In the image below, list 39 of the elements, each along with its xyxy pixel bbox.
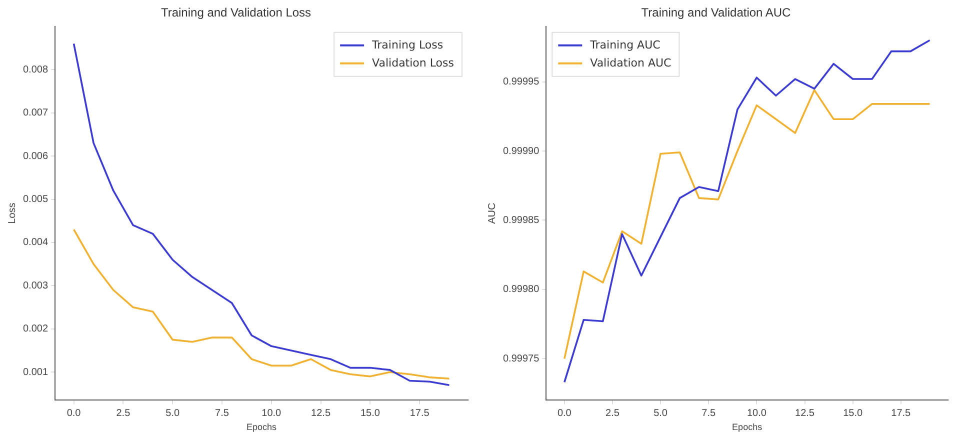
y-tick-label: 0.004 — [22, 237, 48, 248]
y-tick-label: 0.006 — [22, 150, 48, 162]
y-tick-label: 0.007 — [22, 108, 48, 119]
y-tick-label: 0.002 — [22, 324, 48, 335]
x-tick-label: 15.0 — [843, 408, 863, 419]
y-axis-title: Loss — [6, 202, 18, 224]
x-tick-label: 5.0 — [654, 408, 668, 419]
x-tick-label: 12.5 — [311, 408, 331, 419]
x-tick-label: 0.0 — [66, 408, 82, 419]
x-axis-title: Epochs — [246, 422, 278, 432]
y-tick-label: 0.99980 — [502, 284, 540, 296]
x-tick-label: 7.5 — [702, 408, 716, 419]
x-tick-label: 10.0 — [746, 408, 767, 419]
y-axis-title: AUC — [486, 202, 498, 224]
legend-label: Training Loss — [371, 38, 444, 52]
legend-label: Validation Loss — [372, 56, 454, 70]
x-tick-label: 7.5 — [215, 408, 230, 419]
y-tick-label: 0.005 — [22, 194, 48, 206]
x-tick-label: 17.5 — [891, 408, 912, 419]
y-tick-label: 0.008 — [22, 64, 48, 76]
x-tick-label: 12.5 — [795, 408, 815, 419]
y-tick-label: 0.99990 — [502, 146, 540, 157]
y-tick-label: 0.001 — [22, 366, 48, 378]
chart-title: Training and Validation AUC — [641, 6, 792, 20]
x-tick-label: 10.0 — [262, 408, 282, 419]
x-tick-label: 17.5 — [410, 408, 430, 419]
chart-title: Training and Validation Loss — [160, 6, 312, 20]
x-tick-label: 15.0 — [360, 408, 380, 419]
y-tick-label: 0.003 — [22, 280, 48, 292]
y-tick-label: 0.99995 — [502, 76, 540, 88]
x-tick-label: 2.5 — [606, 408, 620, 419]
legend-label: Validation AUC — [590, 56, 672, 70]
x-axis-title: Epochs — [732, 422, 763, 432]
legend-label: Training AUC — [589, 38, 661, 52]
y-tick-label: 0.99985 — [502, 214, 540, 226]
x-tick-label: 0.0 — [557, 408, 572, 419]
y-tick-label: 0.99975 — [502, 353, 540, 364]
x-tick-label: 5.0 — [166, 408, 180, 419]
x-tick-label: 2.5 — [116, 408, 131, 419]
